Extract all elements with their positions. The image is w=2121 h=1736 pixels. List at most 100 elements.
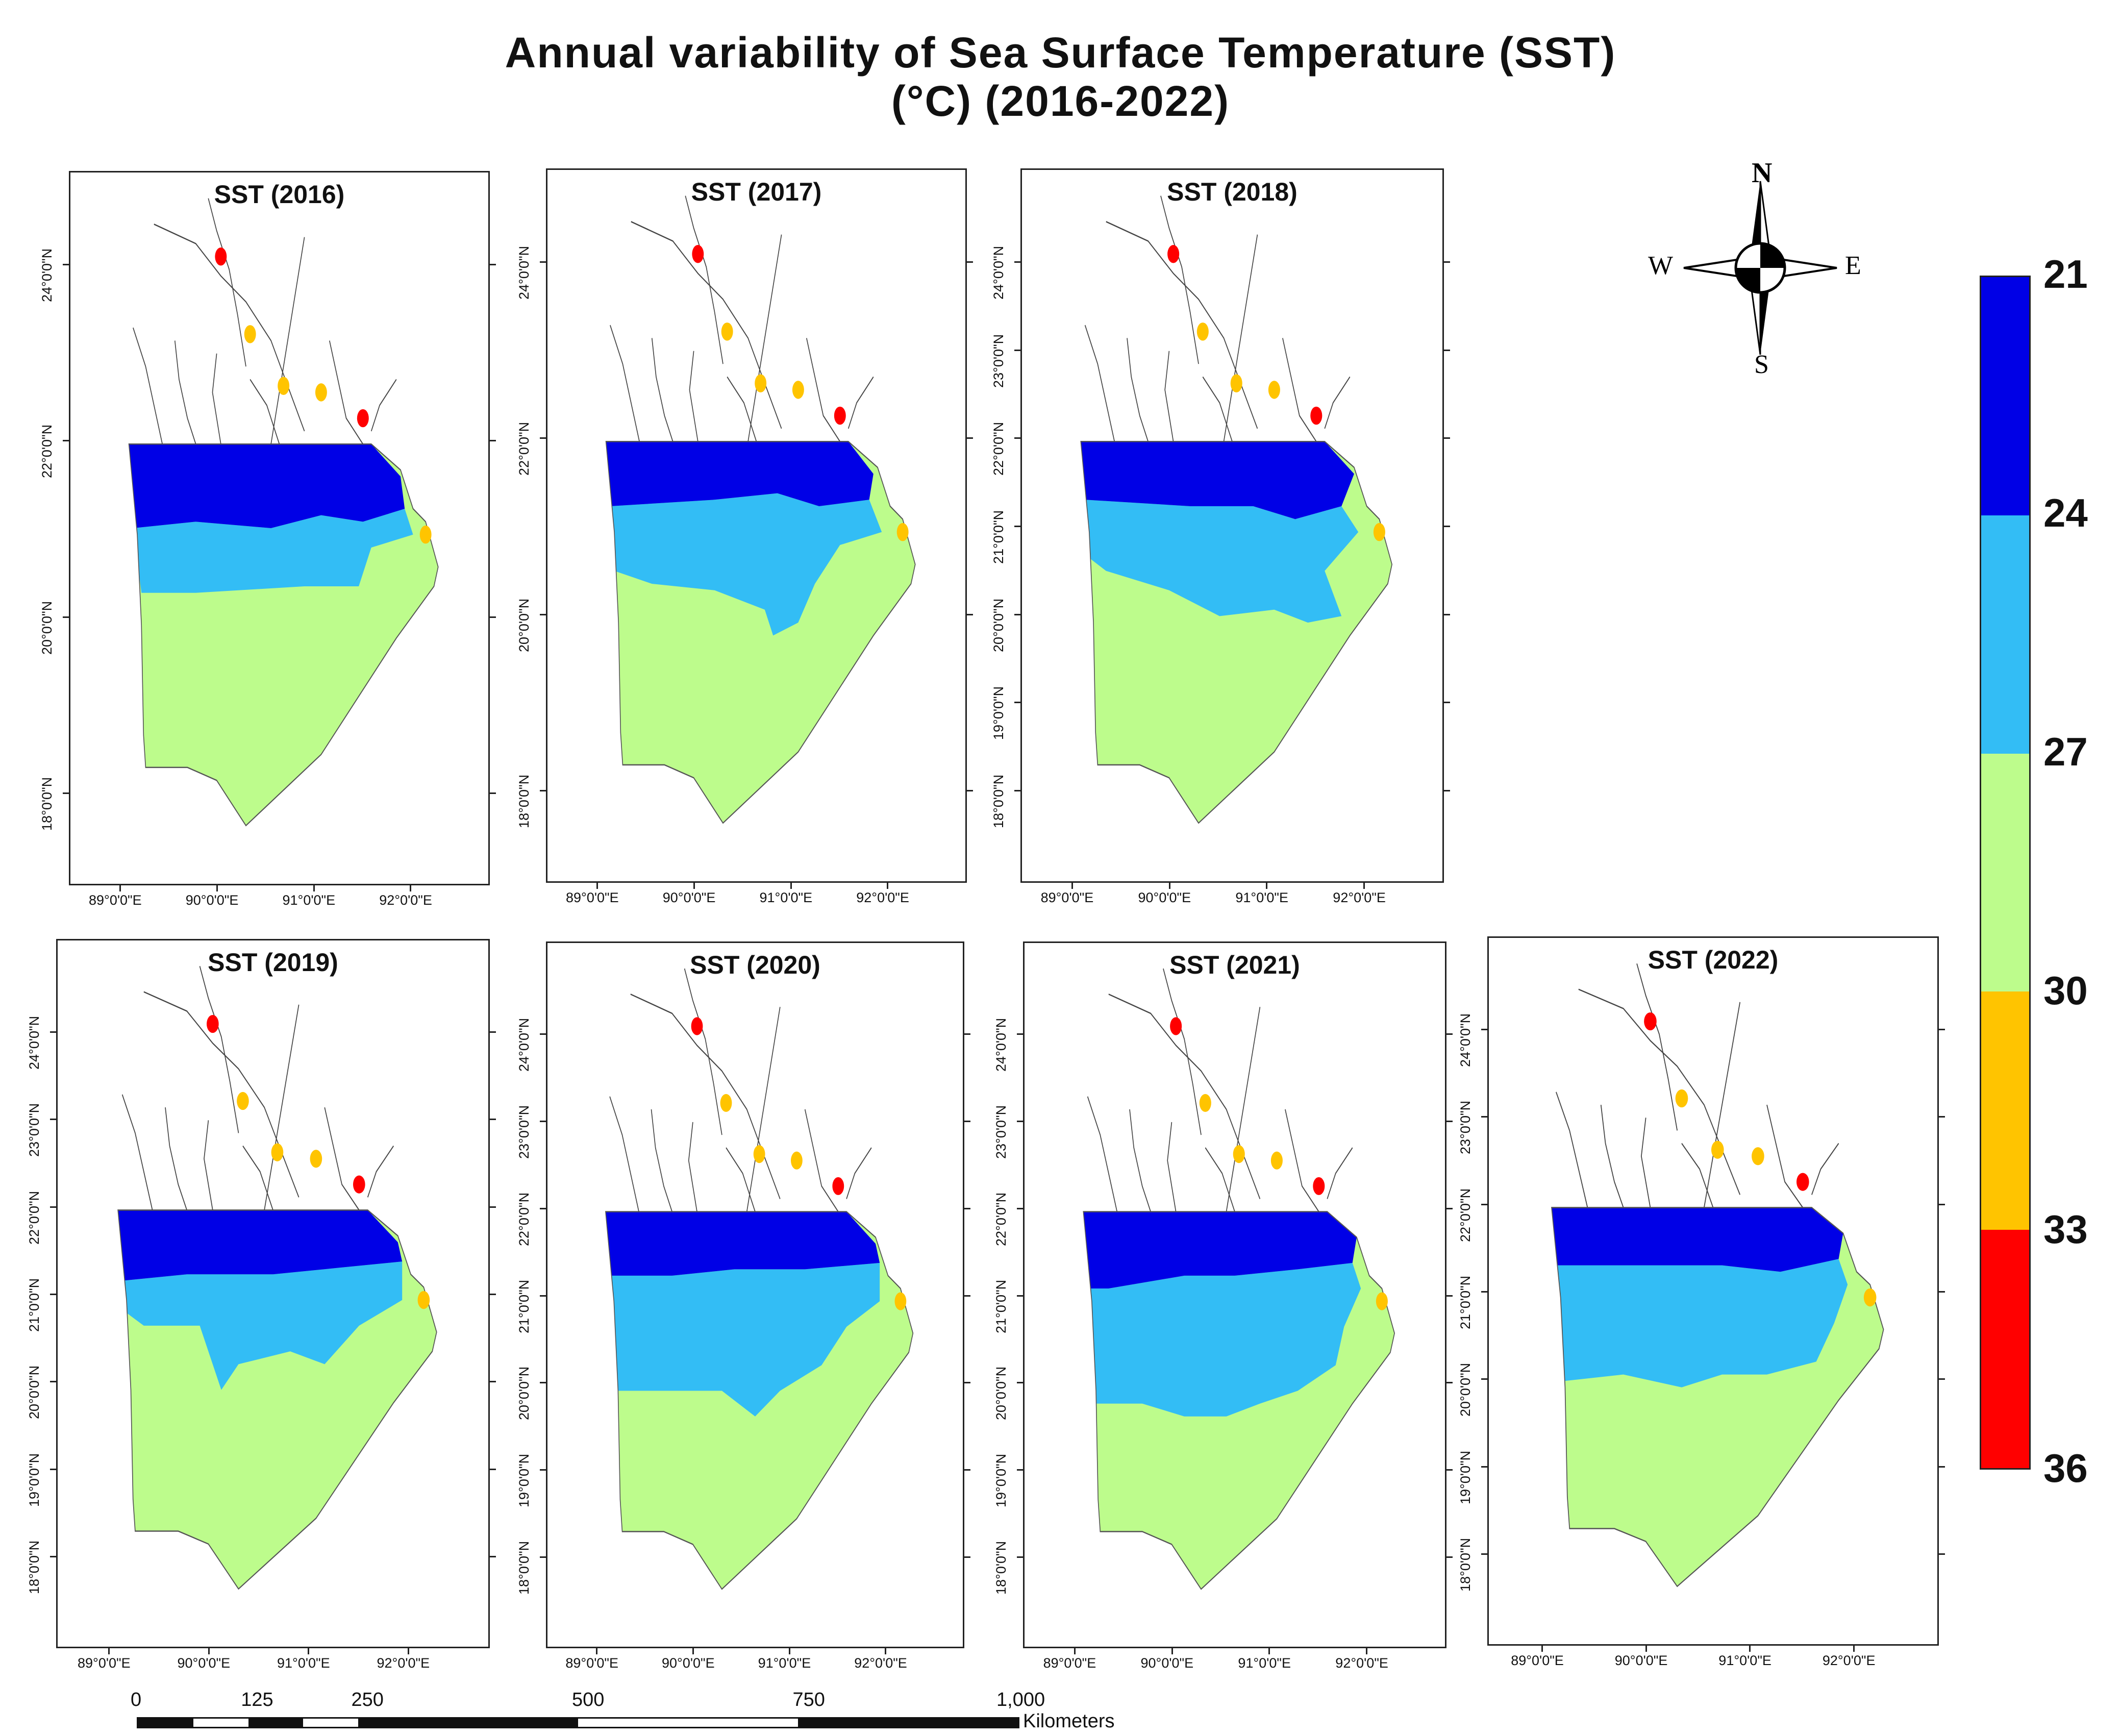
sst-map xyxy=(1551,963,1884,1588)
scale-segment xyxy=(578,1719,798,1727)
coastline xyxy=(1551,1207,1884,1588)
latitude-tick xyxy=(1446,1556,1453,1558)
longitude-tick-label: 91°0'0"E xyxy=(277,1655,330,1671)
panel-title: SST (2022) xyxy=(1648,946,1779,974)
sst-map xyxy=(128,198,439,827)
latitude-tick xyxy=(490,1206,496,1208)
latitude-tick-label: 21°0'0"N xyxy=(27,1278,42,1332)
latitude-tick xyxy=(1444,261,1450,263)
latitude-tick xyxy=(490,616,496,618)
coastline xyxy=(117,1209,437,1590)
river-network xyxy=(609,968,872,1212)
sst-map xyxy=(605,195,916,824)
longitude-tick xyxy=(308,1648,309,1654)
legend-label: 33 xyxy=(2043,1207,2088,1252)
latitude-tick-label: 18°0'0"N xyxy=(516,774,532,828)
sst-class-30-33 xyxy=(1752,1147,1764,1165)
longitude-tick xyxy=(788,1648,790,1654)
longitude-tick-label: 91°0'0"E xyxy=(1235,890,1289,905)
sst-class-30-33 xyxy=(1675,1089,1688,1108)
latitude-tick xyxy=(1481,1378,1487,1380)
longitude-tick xyxy=(1363,883,1365,889)
longitude-tick-label: 89°0'0"E xyxy=(566,890,619,905)
title-line-1: Annual variability of Sea Surface Temper… xyxy=(505,29,1616,77)
latitude-tick xyxy=(964,1295,970,1297)
coastline xyxy=(605,440,916,824)
river-network xyxy=(133,198,397,445)
latitude-tick-label: 22°0'0"N xyxy=(27,1191,42,1245)
latitude-tick xyxy=(490,792,496,794)
sst-panel-2020: SST (2020) xyxy=(546,941,964,1648)
sst-class-24-27 xyxy=(122,1261,403,1390)
title-line-2: (°C) (2016-2022) xyxy=(891,77,1230,125)
compass-e: E xyxy=(1845,251,1861,280)
latitude-tick xyxy=(1014,790,1020,791)
latitude-tick-label: 24°0'0"N xyxy=(991,245,1006,300)
longitude-tick-label: 92°0'0"E xyxy=(377,1655,430,1671)
longitude-tick-label: 89°0'0"E xyxy=(1511,1653,1564,1668)
sst-panel-2018: SST (2018) xyxy=(1020,168,1444,883)
scale-unit: Kilometers xyxy=(1023,1710,1115,1732)
latitude-tick xyxy=(1444,349,1450,351)
latitude-tick-label: 18°0'0"N xyxy=(39,777,55,831)
latitude-tick xyxy=(964,1207,970,1209)
longitude-tick xyxy=(407,1648,409,1654)
latitude-tick-label: 21°0'0"N xyxy=(993,1279,1009,1333)
sst-class-21-24 xyxy=(606,441,874,506)
latitude-tick xyxy=(1446,1295,1453,1297)
sst-class-30-33 xyxy=(1196,323,1209,341)
latitude-tick xyxy=(63,264,69,265)
latitude-tick xyxy=(1939,1028,1945,1030)
scale-segment xyxy=(303,1719,358,1727)
sst-class-21-24 xyxy=(605,1211,880,1276)
latitude-tick xyxy=(1481,1203,1487,1205)
latitude-tick xyxy=(1444,613,1450,615)
sst-class-30-33 xyxy=(896,523,909,541)
longitude-tick-label: 91°0'0"E xyxy=(1718,1653,1771,1668)
sst-class-24-27 xyxy=(610,493,882,636)
sst-class-33-36 xyxy=(215,247,227,266)
panel-title: SST (2021) xyxy=(1169,951,1300,979)
longitude-tick xyxy=(693,883,695,889)
sst-class-33-36 xyxy=(832,1177,844,1195)
latitude-tick xyxy=(490,1468,496,1470)
sst-class-30-33 xyxy=(1711,1140,1724,1159)
latitude-tick-label: 19°0'0"N xyxy=(993,1454,1009,1508)
scale-label: 125 xyxy=(241,1689,273,1710)
latitude-tick xyxy=(490,1031,496,1033)
longitude-tick xyxy=(410,885,412,891)
latitude-tick-label: 20°0'0"N xyxy=(991,598,1006,652)
latitude-tick xyxy=(50,1556,56,1558)
latitude-tick-label: 23°0'0"N xyxy=(27,1103,42,1157)
sst-map xyxy=(605,968,914,1590)
latitude-tick xyxy=(1017,1120,1023,1122)
sst-class-33-36 xyxy=(1313,1177,1325,1195)
panel-title: SST (2019) xyxy=(208,948,338,977)
legend-class-30-33 xyxy=(1981,991,2029,1230)
longitude-tick xyxy=(1171,1648,1173,1654)
latitude-tick xyxy=(540,1033,546,1035)
sst-class-30-33 xyxy=(1863,1288,1877,1307)
latitude-tick-label: 20°0'0"N xyxy=(516,1367,532,1421)
sst-class-30-33 xyxy=(244,325,256,343)
latitude-tick xyxy=(967,437,973,439)
compass-s: S xyxy=(1754,350,1769,379)
longitude-tick-label: 91°0'0"E xyxy=(1238,1655,1291,1671)
sst-class-21-24 xyxy=(1083,1211,1357,1288)
sst-class-30-33 xyxy=(791,1151,803,1170)
longitude-tick xyxy=(887,883,889,889)
latitude-tick-label: 21°0'0"N xyxy=(991,510,1006,564)
latitude-tick xyxy=(1444,790,1450,791)
compass-w: W xyxy=(1648,251,1674,280)
legend-class-24-27 xyxy=(1981,515,2029,754)
scale-segment xyxy=(193,1719,248,1727)
scale-label: 750 xyxy=(792,1689,825,1710)
sst-class-33-36 xyxy=(357,409,369,428)
longitude-tick-label: 90°0'0"E xyxy=(1138,890,1191,905)
longitude-tick-label: 89°0'0"E xyxy=(565,1655,619,1671)
sst-class-33-36 xyxy=(692,245,704,263)
latitude-tick xyxy=(1017,1207,1023,1209)
latitude-tick xyxy=(1446,1120,1453,1122)
river-network xyxy=(1084,195,1351,442)
longitude-tick-label: 90°0'0"E xyxy=(177,1655,231,1671)
